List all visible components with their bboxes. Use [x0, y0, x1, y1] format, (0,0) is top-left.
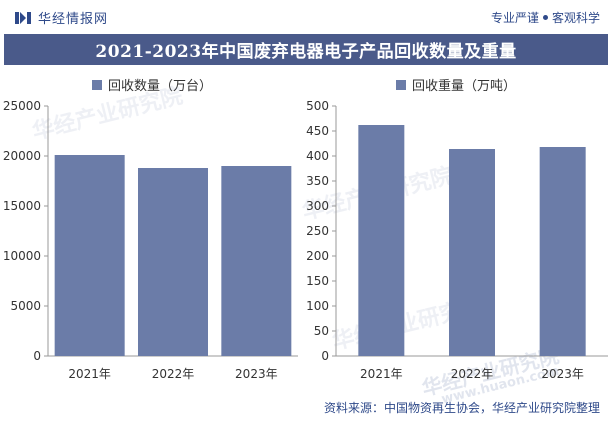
logo-icon: [15, 11, 31, 24]
left-y-tick-label: 10000: [3, 249, 41, 263]
brand: 华经情报网: [14, 8, 108, 27]
right-y-tick-label: 0: [321, 349, 329, 363]
right-x-tick-label: 2021年: [360, 367, 403, 381]
legend-label-left: 回收数量（万台）: [108, 79, 213, 94]
right-y-tick-label: 300: [306, 199, 329, 213]
right-x-tick-label: 2022年: [451, 367, 494, 381]
right-y-tick-label: 450: [306, 124, 329, 138]
chart-title: 2021-2023年中国废弃电器电子产品回收数量及重量: [95, 42, 517, 62]
left-bar-3: [221, 166, 292, 356]
legend-right: 回收重量（万吨）: [396, 75, 516, 94]
legend-left: 回收数量（万台）: [92, 75, 212, 94]
left-bar-2: [138, 168, 208, 356]
title-bar: 2021-2023年中国废弃电器电子产品回收数量及重量: [4, 34, 608, 65]
right-y-tick-label: 400: [306, 149, 329, 163]
legend-swatch-right: [396, 79, 406, 90]
left-x-tick-label: 2022年: [152, 367, 195, 381]
right-bar-1: [358, 125, 405, 356]
slogan-left: 专业严谨: [490, 11, 539, 25]
right-x-tick-label: 2023年: [541, 367, 584, 381]
right-y-tick-label: 150: [306, 274, 329, 288]
brand-name: 华经情报网: [38, 12, 109, 27]
left-y-tick-label: 5000: [10, 299, 41, 313]
right-y-tick-label: 500: [306, 99, 329, 113]
slogan: 专业严谨 客观科学: [491, 9, 600, 26]
right-y-tick-label: 250: [306, 224, 329, 238]
left-y-tick-label: 20000: [3, 149, 41, 163]
right-y-tick-label: 100: [306, 299, 329, 313]
slogan-right: 客观科学: [551, 11, 600, 25]
left-y-tick-label: 15000: [3, 199, 41, 213]
dot-icon: [542, 15, 548, 20]
right-y-tick-label: 50: [314, 324, 329, 338]
right-y-tick-label: 200: [306, 249, 329, 263]
right-y-tick-label: 350: [306, 174, 329, 188]
legend-swatch-left: [92, 79, 102, 90]
right-bar-2: [449, 149, 495, 356]
top-bar: 华经情报网 专业严谨 客观科学: [0, 0, 612, 34]
left-y-tick-label: 25000: [3, 99, 41, 113]
legend-label-right: 回收重量（万吨）: [412, 79, 517, 94]
left-y-tick-label: 0: [33, 349, 41, 363]
left-x-tick-label: 2023年: [235, 367, 278, 381]
source-note: 资料来源：中国物资再生协会，华经产业研究院整理: [323, 401, 600, 415]
right-bar-3: [539, 147, 586, 356]
left-x-tick-label: 2021年: [68, 367, 111, 381]
left-bar-1: [54, 155, 125, 356]
